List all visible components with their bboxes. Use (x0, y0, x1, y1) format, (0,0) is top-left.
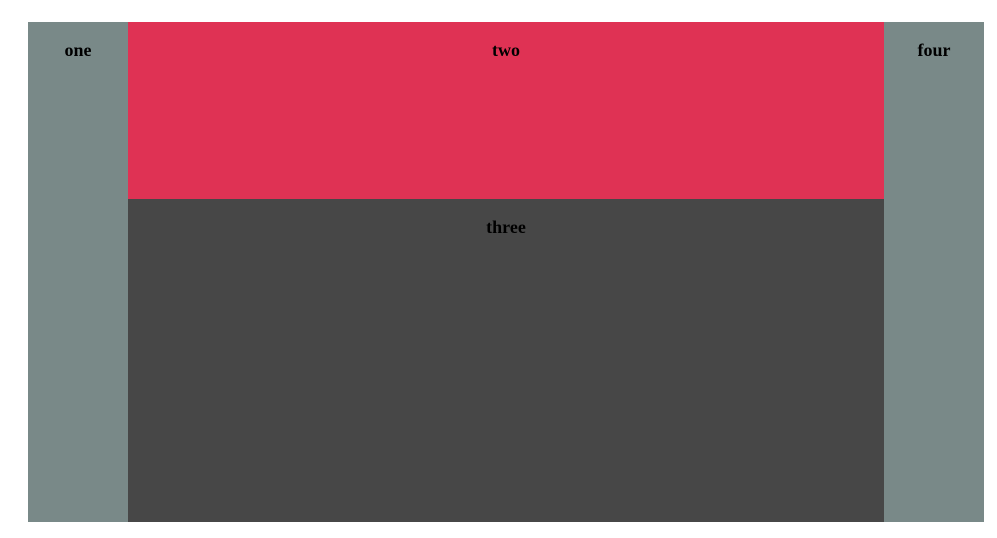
panel-four: four (884, 22, 984, 522)
panel-four-label: four (917, 40, 951, 60)
grid-layout: one two three four (28, 22, 984, 522)
panel-one-label: one (64, 40, 92, 60)
panel-two-label: two (492, 40, 520, 60)
panel-three: three (128, 199, 884, 522)
panel-three-label: three (486, 217, 526, 237)
panel-one: one (28, 22, 128, 522)
panel-two: two (128, 22, 884, 199)
